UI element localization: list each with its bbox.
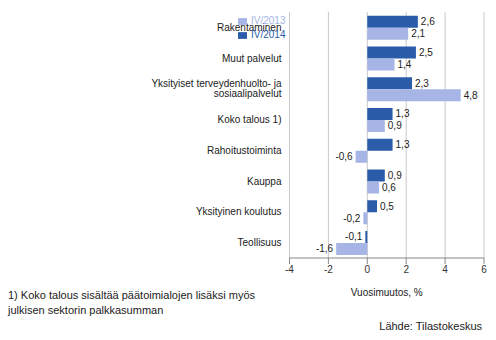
svg-text:2,3: 2,3 — [415, 78, 429, 89]
svg-text:2,1: 2,1 — [411, 28, 425, 39]
svg-text:Koko talous 1): Koko talous 1) — [218, 114, 282, 125]
svg-text:-1,6: -1,6 — [316, 243, 334, 254]
svg-text:Rahoitustoiminta: Rahoitustoiminta — [207, 145, 282, 156]
svg-text:-4: -4 — [285, 264, 294, 275]
svg-text:1,4: 1,4 — [398, 59, 412, 70]
svg-text:0: 0 — [365, 264, 371, 275]
svg-text:Yksityinen koulutus: Yksityinen koulutus — [196, 206, 282, 217]
svg-text:Kauppa: Kauppa — [247, 176, 282, 187]
svg-text:-2: -2 — [324, 264, 333, 275]
svg-text:1,3: 1,3 — [396, 139, 410, 150]
svg-text:2,6: 2,6 — [421, 16, 435, 27]
svg-text:2,5: 2,5 — [419, 47, 433, 58]
svg-text:0,9: 0,9 — [388, 170, 402, 181]
svg-text:Teollisuus: Teollisuus — [238, 237, 282, 248]
svg-text:4: 4 — [442, 264, 448, 275]
svg-text:Yksityiset terveydenhuolto- ja: Yksityiset terveydenhuolto- jasosiaalipa… — [151, 78, 282, 99]
svg-text:Muut palvelut: Muut palvelut — [222, 53, 282, 64]
svg-text:2: 2 — [403, 264, 409, 275]
svg-text:-0,1: -0,1 — [345, 231, 363, 242]
svg-text:0,6: 0,6 — [382, 182, 396, 193]
svg-text:Rakentaminen: Rakentaminen — [217, 22, 281, 33]
svg-text:1,3: 1,3 — [396, 108, 410, 119]
svg-text:-0,6: -0,6 — [335, 151, 353, 162]
svg-text:Vuosimuutos, %: Vuosimuutos, % — [351, 287, 423, 298]
svg-text:4,8: 4,8 — [464, 90, 478, 101]
svg-text:0,5: 0,5 — [380, 201, 394, 212]
svg-text:6: 6 — [481, 264, 487, 275]
svg-text:0,9: 0,9 — [388, 120, 402, 131]
svg-text:-0,2: -0,2 — [343, 213, 361, 224]
